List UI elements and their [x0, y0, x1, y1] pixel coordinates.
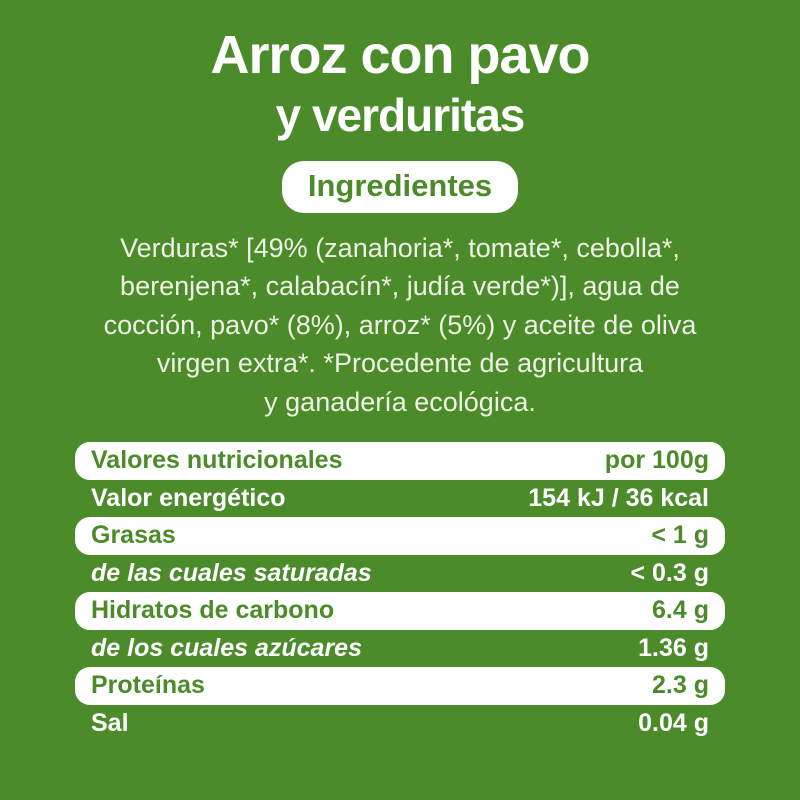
row-label: Sal	[91, 708, 129, 737]
row-label: Hidratos de carbono	[91, 596, 335, 625]
table-row: Hidratos de carbono 6.4 g	[75, 592, 725, 630]
nutrition-table: Valores nutricionales por 100g Valor ene…	[75, 442, 725, 742]
ingredients-line: y ganadería ecológica.	[264, 386, 536, 417]
row-value: 1.36 g	[638, 633, 709, 662]
product-title-line1: Arroz con pavo	[210, 25, 590, 85]
row-value: < 0.3 g	[630, 558, 709, 587]
table-row: de las cuales saturadas < 0.3 g	[75, 555, 725, 593]
row-value: 0.04 g	[638, 708, 709, 737]
ingredients-badge-label: Ingredientes	[307, 167, 493, 203]
row-label: Proteínas	[91, 671, 205, 700]
ingredients-line: berenjena*, calabacín*, judía verde*)], …	[120, 271, 680, 302]
row-label: de las cuales saturadas	[91, 558, 372, 587]
table-row: Grasas < 1 g	[75, 517, 725, 555]
ingredients-badge: Ingredientes	[281, 160, 519, 213]
table-row: Sal 0.04 g	[75, 705, 725, 743]
row-label: Grasas	[91, 521, 176, 550]
table-header-row: Valores nutricionales por 100g	[75, 442, 725, 480]
row-label: de los cuales azúcares	[91, 633, 362, 662]
product-title-line2: y verduritas	[275, 89, 526, 142]
row-value: 6.4 g	[652, 596, 709, 625]
row-label: Valor energético	[91, 483, 286, 512]
table-row: de los cuales azúcares 1.36 g	[75, 630, 725, 668]
table-row: Valor energético 154 kJ / 36 kcal	[75, 480, 725, 518]
row-value: 2.3 g	[652, 671, 709, 700]
ingredients-line: virgen extra*. *Procedente de agricultur…	[156, 348, 644, 379]
table-header-label: Valores nutricionales	[91, 446, 343, 475]
product-title: Arroz con pavo y verduritas	[0, 0, 800, 143]
ingredients-line: cocción, pavo* (8%), arroz* (5%) y aceit…	[103, 309, 697, 340]
row-value: 154 kJ / 36 kcal	[528, 483, 709, 512]
table-header-value: por 100g	[604, 446, 709, 475]
table-row: Proteínas 2.3 g	[75, 667, 725, 705]
ingredients-line: Verduras* [49% (zanahoria*, tomate*, ceb…	[120, 232, 680, 263]
ingredients-text: Verduras* [49% (zanahoria*, tomate*, ceb…	[50, 229, 750, 422]
row-value: < 1 g	[651, 521, 709, 550]
